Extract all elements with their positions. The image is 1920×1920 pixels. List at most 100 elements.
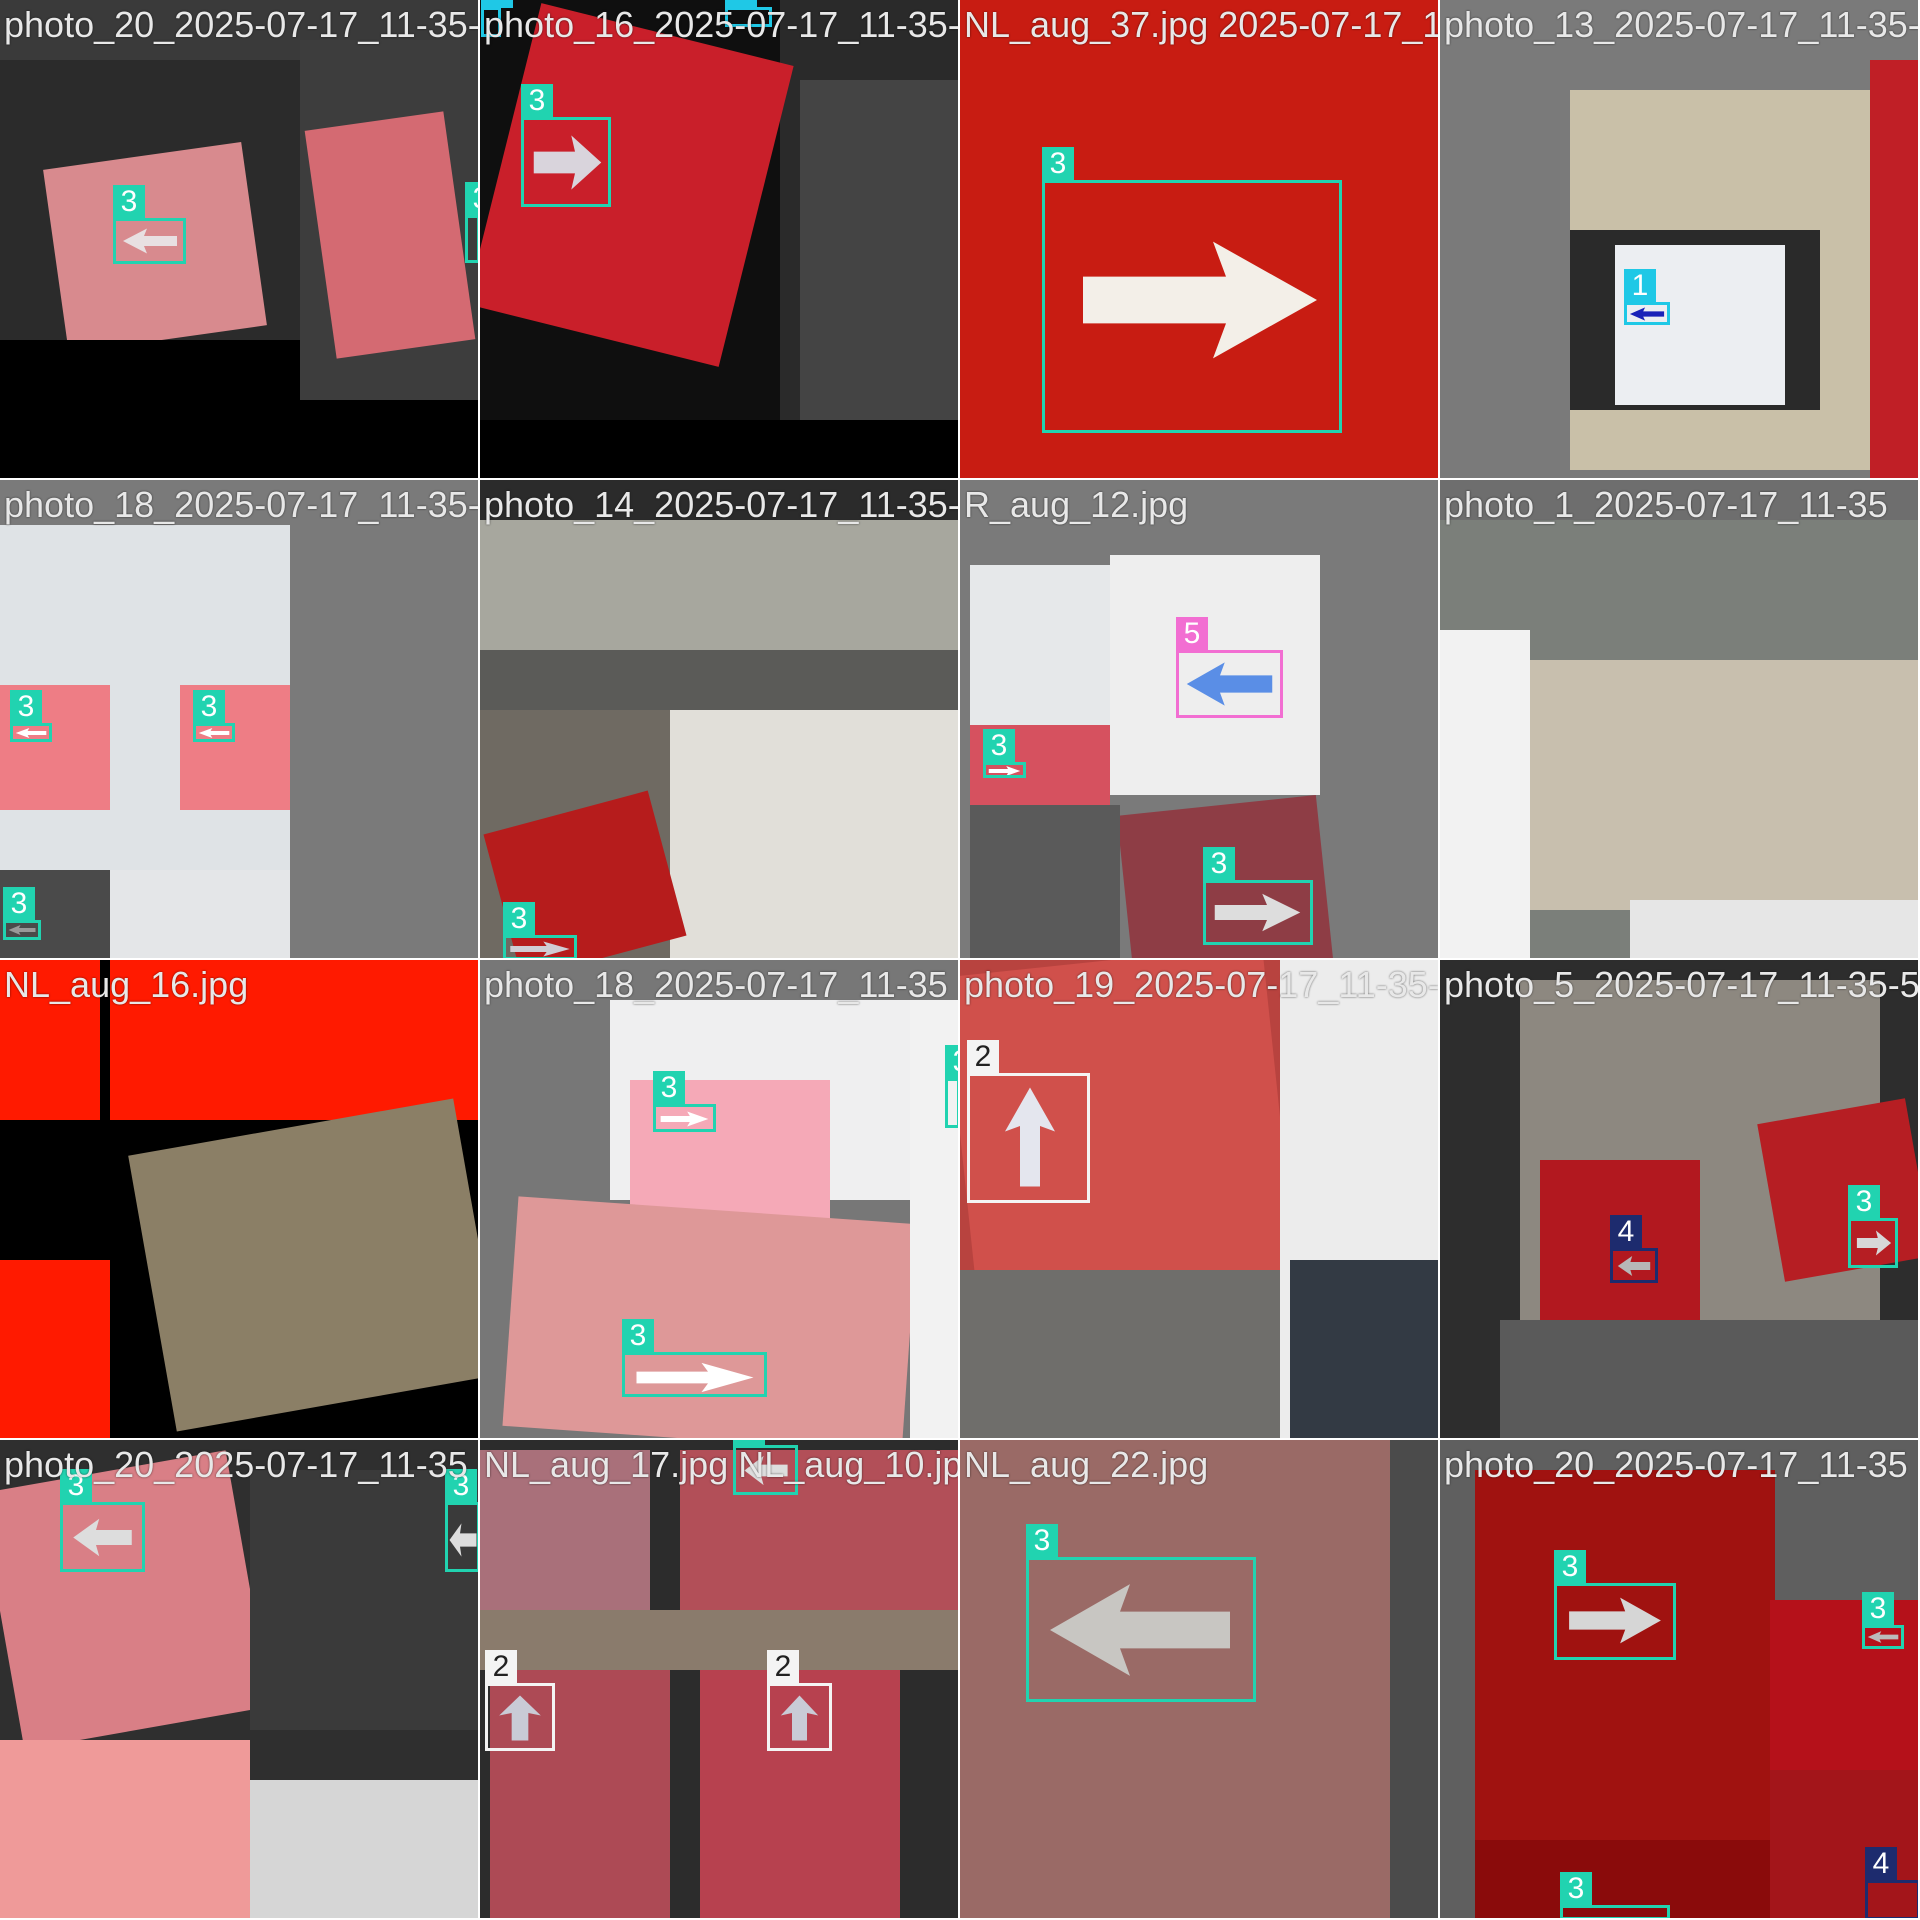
detection-label: 3: [10, 690, 42, 724]
tile-caption: R_aug_12.jpg: [964, 484, 1189, 525]
image-region: [128, 1098, 478, 1432]
arrow-sign-up: [495, 1693, 545, 1743]
detection-box-class-3: 3: [1554, 1550, 1676, 1660]
image-region: [1290, 1260, 1438, 1438]
detection-label: 3: [622, 1319, 654, 1353]
detection-label: 3: [653, 1071, 685, 1105]
mosaic-tile: photo_1_2025-07-17_11-35: [1440, 480, 1920, 960]
arrow-sign-left: [14, 727, 48, 739]
mosaic-tile: R_aug_12.jpg 5 3 3: [960, 480, 1440, 960]
tile-caption: photo_5_2025-07-17_11-35-54_aug_20.jpg: [1444, 964, 1920, 1005]
detection-box-class-3: 3: [1862, 1592, 1904, 1649]
image-region: [1390, 1440, 1438, 1918]
image-region: [970, 805, 1120, 958]
detection-box-class-3: 3: [521, 84, 611, 207]
detection-box-class-3: 3: [113, 185, 186, 264]
detection-label: 2: [767, 1650, 799, 1684]
detection-label: 3: [521, 84, 553, 118]
image-region: [0, 1260, 110, 1438]
detection-label: 3: [983, 729, 1015, 763]
detection-label: 1: [725, 0, 757, 8]
image-region: [960, 1270, 1280, 1438]
detection-label: 4: [1610, 1215, 1642, 1249]
image-region: [502, 1196, 918, 1438]
detection-label: 3: [1203, 847, 1235, 881]
detection-box-class-1: 1: [1624, 269, 1670, 325]
image-region: [110, 870, 290, 958]
image-region: [960, 1440, 1390, 1918]
mosaic-tile: photo_20_2025-07-17_11-35 3 3 3 4: [1440, 1440, 1920, 1920]
detection-label: 3: [3, 887, 35, 921]
detection-label: 5: [1176, 617, 1208, 651]
arrow-sign-left: [1182, 658, 1277, 710]
detection-box-class-5: 5: [1176, 617, 1283, 718]
detection-box-class-3: 3: [1026, 1524, 1256, 1702]
tile-caption: photo_20_2025-07-17_11-35: [4, 1444, 468, 1485]
detection-box-class-4: 4: [1865, 1847, 1918, 1918]
detection-box-class-3: 3: [465, 182, 478, 263]
tile-caption: photo_20_2025-07-17_11-35: [1444, 1444, 1908, 1485]
detection-box-class-2: 2: [767, 1650, 832, 1751]
detection-box-class-4: 4: [1610, 1215, 1658, 1283]
detection-box-class-3: 3: [653, 1071, 716, 1132]
detection-label: 3: [465, 182, 478, 216]
image-region: [250, 1470, 478, 1730]
image-region: [290, 525, 478, 958]
tile-caption: photo_19_2025-07-17_11-35-54_aug_8.jpg: [964, 964, 1440, 1005]
detection-label: 2: [967, 1040, 999, 1074]
detection-label: 3: [1042, 147, 1074, 181]
detection-box-class-3: 3: [60, 1469, 145, 1572]
image-region: [670, 710, 958, 958]
image-region: [250, 1780, 478, 1918]
mosaic-tile: photo_14_2025-07-17_11-35-54_aug_28.jpg 3: [480, 480, 960, 960]
arrow-sign-up: [777, 1693, 822, 1743]
tile-caption: photo_1_2025-07-17_11-35: [1444, 484, 1888, 525]
detection-label: 3: [945, 1045, 958, 1079]
image-region: [1475, 1470, 1775, 1850]
detection-box-class-3: 3: [1042, 147, 1342, 433]
arrow-sign-left: [70, 1515, 135, 1560]
arrow-sign-right: [987, 765, 1022, 777]
image-region: [1440, 630, 1530, 958]
tile-caption: NL_aug_22.jpg: [964, 1444, 1209, 1485]
tile-caption: photo_13_2025-07-17_11-35-54_aug_8.jpg: [1444, 4, 1920, 45]
detection-box-class-3: 3: [983, 729, 1026, 778]
detection-box-class-3: 3: [1560, 1872, 1670, 1918]
image-region: [970, 565, 1110, 725]
detection-label: 2: [485, 1650, 517, 1684]
detection-label: 3: [733, 1440, 765, 1446]
image-region: [1630, 900, 1918, 958]
image-region: [480, 420, 958, 478]
arrow-sign-right: [507, 940, 573, 958]
detection-box-class-3: 3: [503, 902, 577, 958]
mosaic-tile: photo_18_2025-07-17_11-35 3 3 3: [480, 960, 960, 1440]
tile-caption: photo_18_2025-07-17_11-35: [484, 964, 948, 1005]
arrow-sign-right: [1564, 1593, 1666, 1648]
detection-label: 3: [193, 690, 225, 724]
arrow-sign-left: [197, 727, 231, 739]
detection-label: 3: [503, 902, 535, 936]
detection-label: 3: [445, 1469, 477, 1503]
detection-box-class-3: 3: [945, 1045, 958, 1128]
tile-caption: photo_14_2025-07-17_11-35-54_aug_28.jpg: [484, 484, 960, 525]
detection-box-class-1: 1: [725, 0, 772, 27]
detection-box-class-3: 3: [193, 690, 235, 742]
image-region: [100, 960, 110, 1120]
image-region: [1500, 1320, 1918, 1438]
mosaic-tile: NL_aug_22.jpg 3: [960, 1440, 1440, 1920]
arrow-sign-left: [1866, 1630, 1900, 1644]
image-region: [480, 1450, 650, 1610]
arrow-sign-up: [1000, 1082, 1060, 1192]
arrow-sign-right: [630, 1360, 760, 1395]
detection-label: 1: [481, 0, 513, 8]
arrow-sign-left: [1628, 306, 1666, 322]
detection-box-class-2: 2: [967, 1040, 1090, 1203]
image-region: [0, 960, 110, 1120]
detection-box-class-3: 3: [1848, 1185, 1898, 1268]
image-region: [1870, 60, 1918, 478]
mosaic-tile: photo_18_2025-07-17_11-35-54 3 3 3: [0, 480, 480, 960]
detection-label: 3: [1862, 1592, 1894, 1626]
image-region: [480, 520, 958, 650]
